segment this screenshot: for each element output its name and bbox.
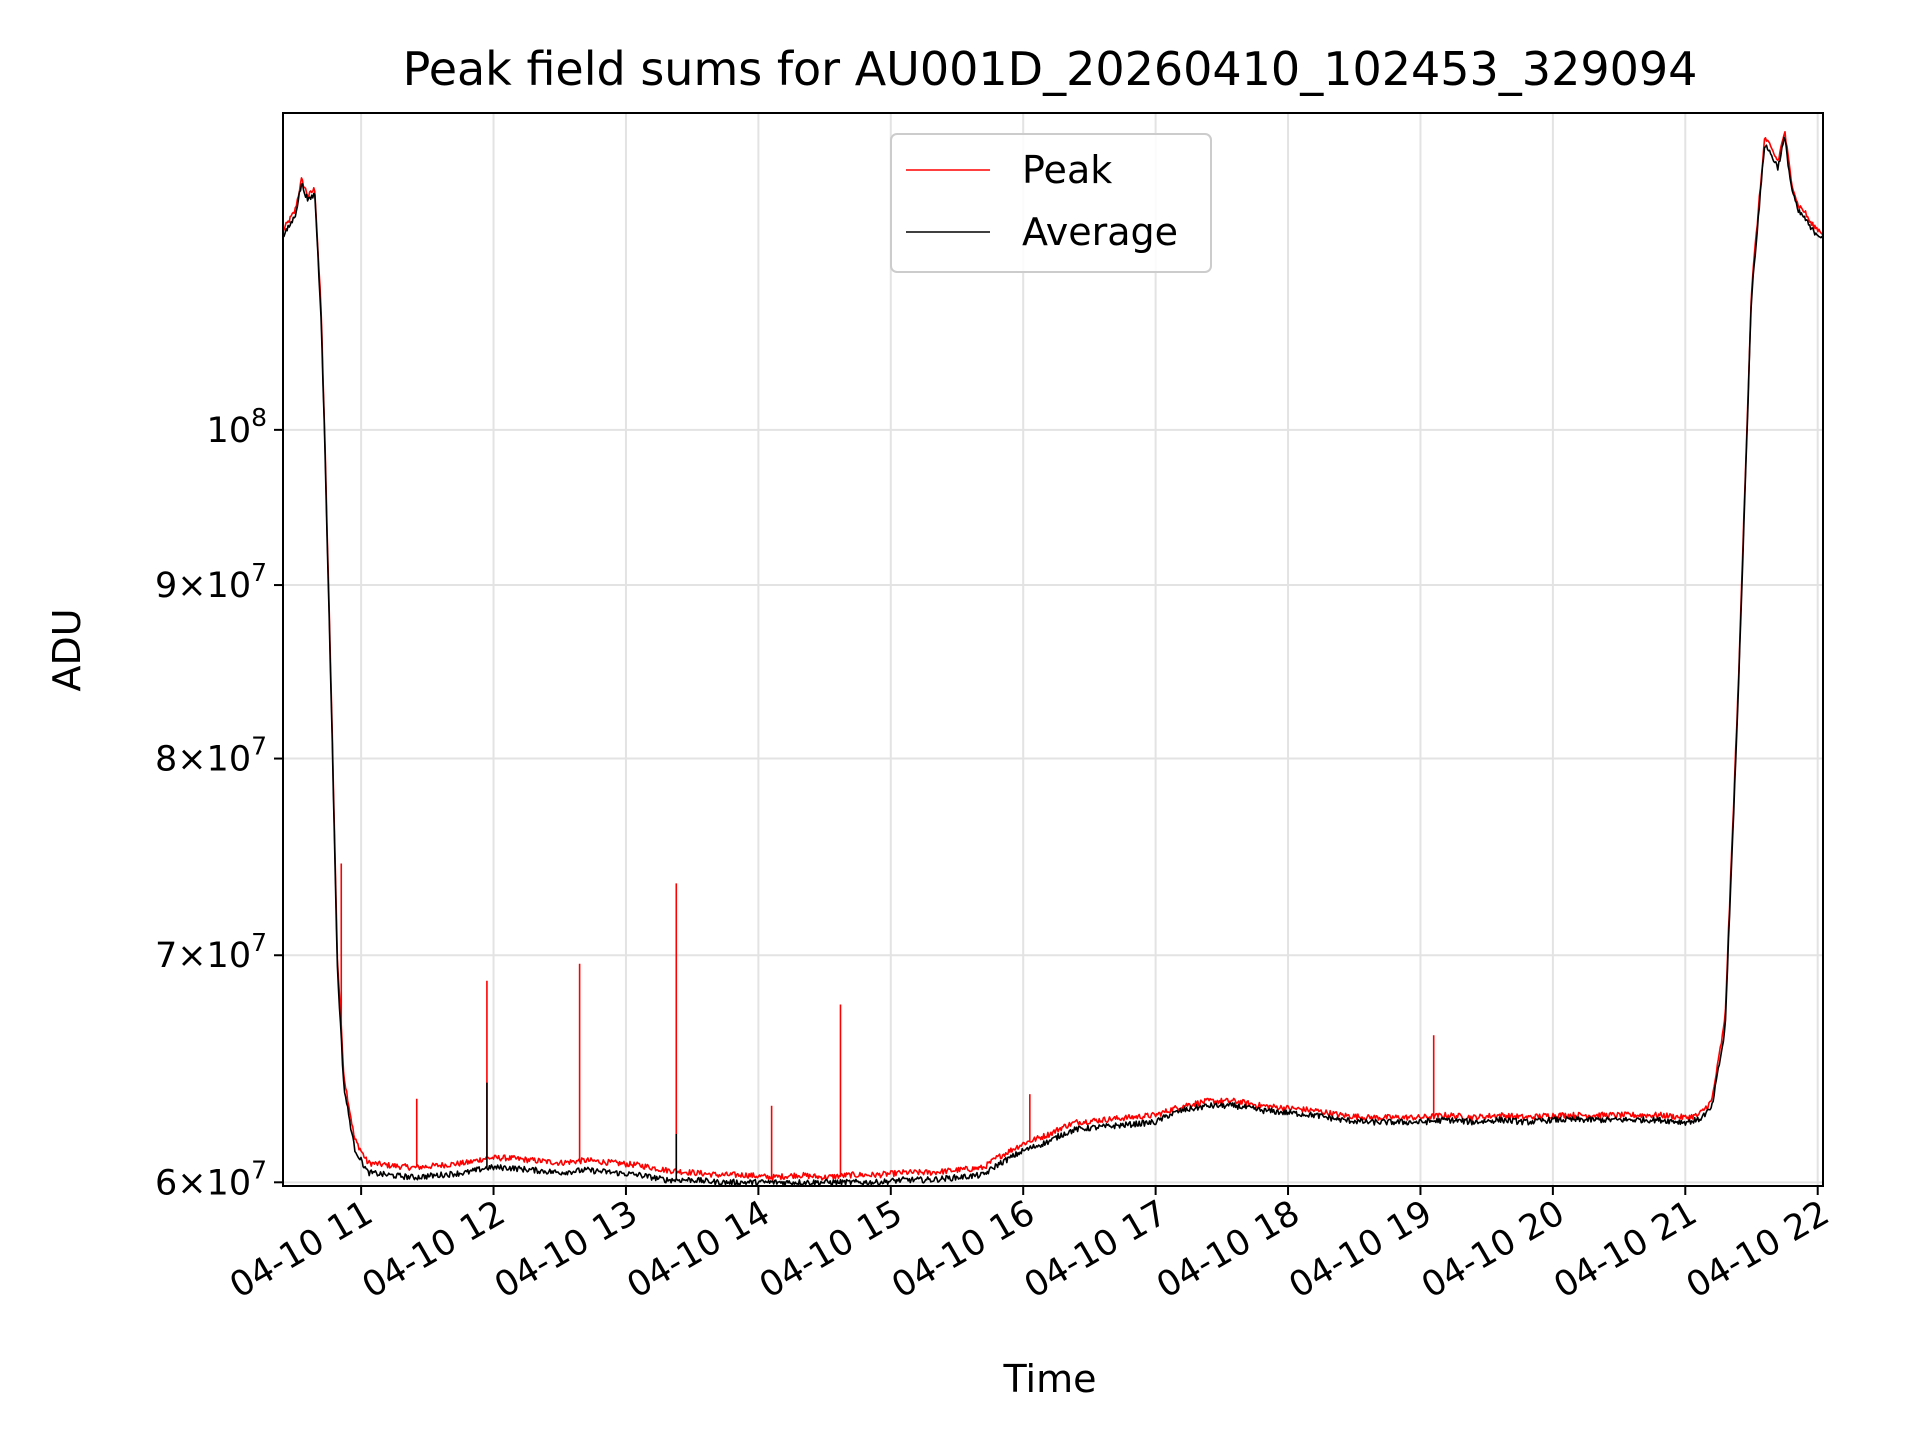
y-tick-mantissa: 7×10 (155, 936, 251, 976)
y-tick-label: 7×107 (155, 928, 267, 976)
chart-title: Peak field sums for AU001D_20260410_1024… (403, 42, 1698, 96)
y-tick-exponent: 7 (251, 732, 267, 761)
grid (283, 113, 1823, 1186)
y-tick-mantissa: 10 (207, 411, 252, 451)
y-tick-mantissa: 8×10 (155, 740, 251, 780)
y-tick-exponent: 7 (251, 1155, 267, 1184)
series-line-average (282, 136, 1824, 1187)
series-area (282, 131, 1824, 1187)
y-tick-label: 108 (207, 403, 267, 451)
legend: Peak Average (890, 133, 1212, 273)
y-tick-exponent: 7 (251, 928, 267, 957)
plot-frame (282, 112, 1824, 1187)
y-tick-label: 8×107 (155, 732, 267, 780)
y-tick-label: 9×107 (155, 558, 267, 606)
y-tick-label: 6×107 (155, 1155, 267, 1203)
y-tick-exponent: 7 (251, 558, 267, 587)
y-axis-label: ADU (45, 608, 89, 691)
legend-label-average: Average (1022, 210, 1178, 254)
legend-label-peak: Peak (1022, 148, 1112, 192)
y-tick-exponent: 8 (251, 403, 267, 432)
legend-box (890, 133, 1212, 273)
series-average (282, 136, 1824, 1187)
y-tick-mantissa: 9×10 (155, 566, 251, 606)
x-axis-label: Time (1003, 1357, 1097, 1401)
y-tick-mantissa: 6×10 (155, 1163, 251, 1203)
